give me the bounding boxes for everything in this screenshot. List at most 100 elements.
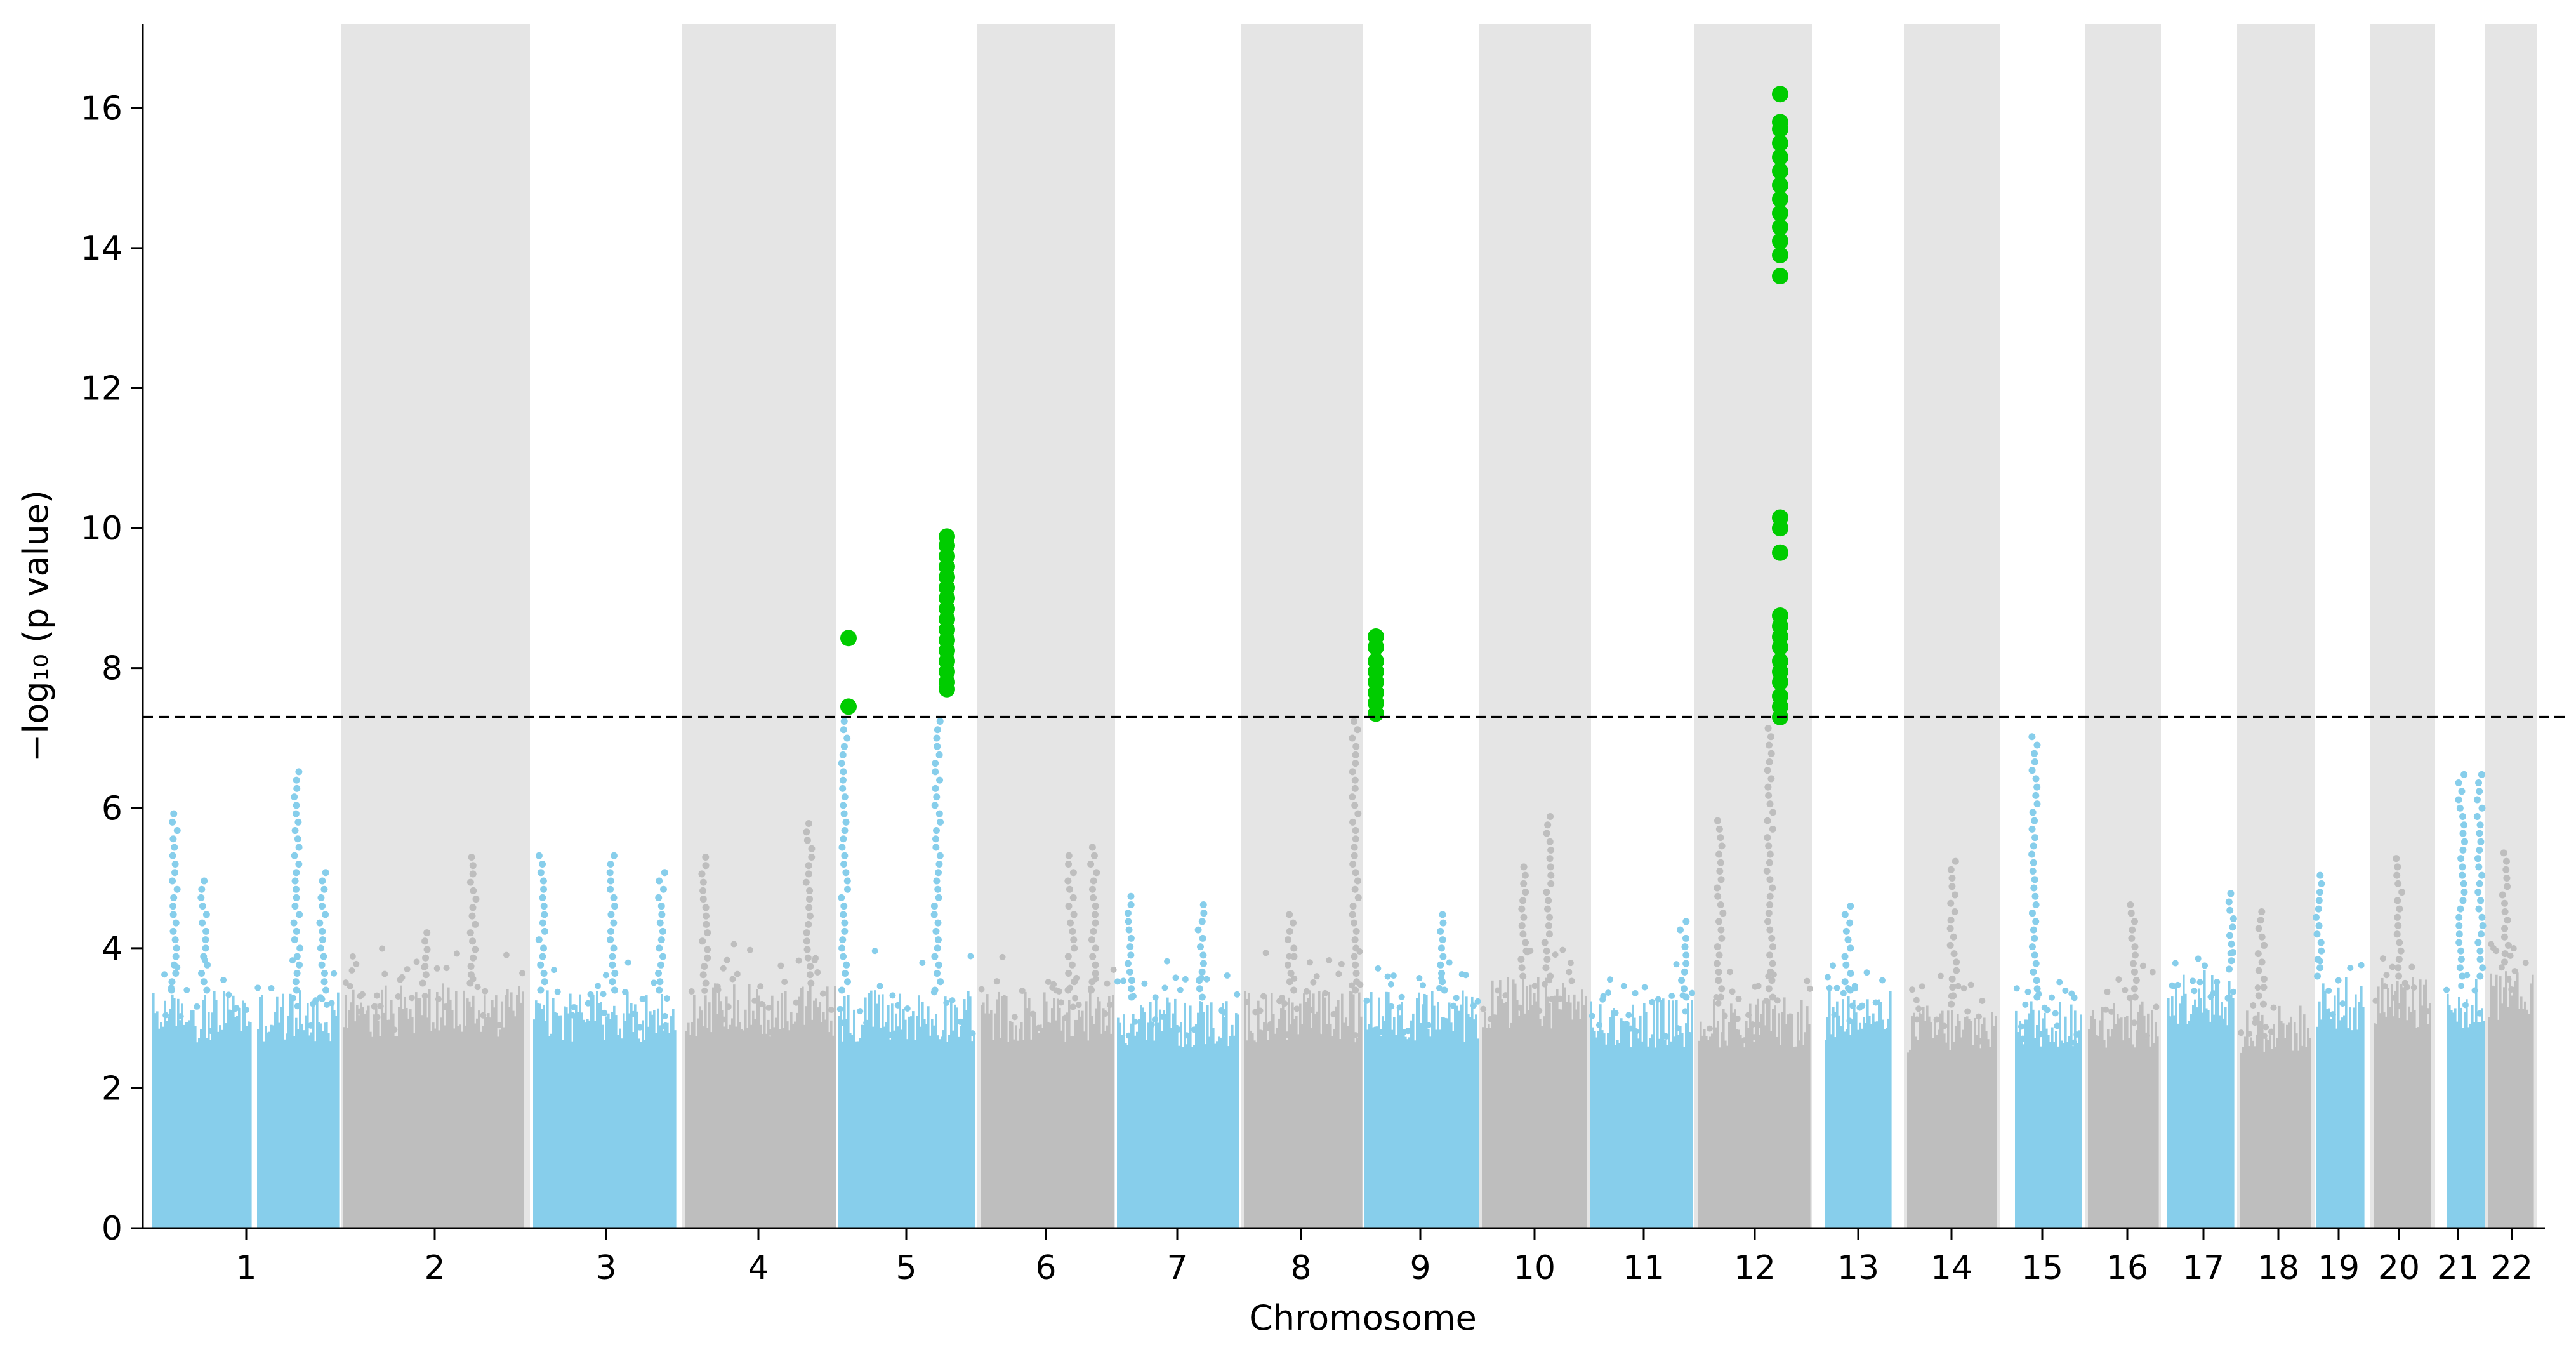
point-column	[307, 1003, 309, 1228]
snp-point	[197, 894, 205, 901]
point-column	[1322, 993, 1324, 1228]
point-column	[946, 1042, 949, 1228]
point-column	[446, 1003, 448, 1228]
point-column	[2122, 1040, 2125, 1228]
snp-point	[840, 953, 847, 960]
snp-point	[699, 887, 707, 894]
point-column	[2047, 1035, 2050, 1228]
snp-point	[2501, 950, 2509, 958]
snp-point	[1863, 969, 1870, 976]
point-column	[664, 1022, 667, 1228]
snp-point	[2226, 906, 2234, 914]
snp-point	[1075, 1002, 1082, 1009]
point-column	[1870, 1024, 1873, 1228]
point-column	[1280, 1008, 1283, 1228]
point-column	[213, 991, 216, 1228]
peak-chr15	[2028, 733, 2041, 1001]
snp-point	[1313, 973, 1320, 980]
snp-point	[1349, 818, 1357, 826]
point-column	[543, 1004, 545, 1228]
point-column	[942, 1030, 945, 1228]
point-column	[1205, 1044, 1207, 1228]
point-column	[1170, 1028, 1173, 1228]
point-column	[2226, 1025, 2229, 1228]
point-column	[1038, 1033, 1040, 1228]
snp-point	[1946, 941, 1954, 949]
point-column	[2271, 1049, 2273, 1228]
point-column	[1186, 1044, 1188, 1228]
chromosome-12-points	[1698, 969, 1813, 1228]
point-column	[1155, 998, 1158, 1228]
point-column	[1274, 1033, 1277, 1228]
point-column	[729, 1024, 732, 1228]
point-column	[284, 1039, 286, 1228]
snp-point	[202, 936, 209, 944]
point-column	[381, 989, 383, 1228]
snp-point	[659, 927, 666, 935]
point-column	[1089, 993, 1092, 1228]
snp-point	[2455, 796, 2462, 804]
snp-point	[200, 978, 208, 986]
point-column	[1566, 1002, 1568, 1228]
point-column	[324, 1022, 326, 1228]
snp-point	[1826, 984, 1833, 991]
point-column	[1872, 1013, 1875, 1228]
significant-locus-chr8	[1368, 628, 1384, 722]
point-column	[327, 1033, 330, 1228]
point-column	[927, 1006, 930, 1228]
point-column	[897, 1026, 899, 1228]
point-column	[948, 1035, 951, 1228]
snp-point	[1126, 943, 1134, 951]
snp-point	[1200, 910, 1208, 917]
point-column	[1934, 1017, 1936, 1228]
point-column	[409, 1009, 412, 1228]
point-column	[577, 1012, 579, 1228]
snp-point	[1102, 1010, 1109, 1017]
snp-point	[609, 978, 616, 986]
point-column	[2381, 977, 2384, 1228]
snp-point	[806, 912, 814, 920]
point-column	[274, 1012, 277, 1228]
peak-chr4	[802, 820, 816, 987]
snp-point	[1841, 978, 1849, 986]
point-column	[918, 995, 920, 1228]
point-column	[198, 1038, 201, 1228]
point-column	[1685, 1023, 1688, 1228]
point-column	[1062, 1018, 1065, 1228]
point-column	[2038, 1010, 2040, 1228]
snp-point	[1070, 911, 1078, 918]
point-column	[518, 986, 520, 1228]
point-column	[598, 1003, 600, 1228]
snp-point	[1070, 936, 1078, 944]
point-column	[703, 1026, 705, 1228]
point-column	[583, 1019, 585, 1228]
point-column	[1034, 1014, 1036, 1228]
snp-point	[349, 953, 356, 960]
point-column	[1403, 1033, 1405, 1228]
point-column	[1919, 1012, 1921, 1228]
snp-point	[1071, 978, 1078, 986]
point-column	[805, 1006, 808, 1228]
point-column	[1928, 1016, 1931, 1228]
snp-point	[840, 726, 847, 734]
snp-point	[659, 885, 667, 893]
point-column	[1518, 1016, 1521, 1228]
point-column	[219, 1025, 221, 1228]
x-tick-label-chr13: 13	[1837, 1249, 1879, 1287]
point-column	[2111, 1029, 2113, 1228]
point-column	[1804, 1032, 1807, 1228]
snp-point	[169, 903, 177, 910]
point-column	[385, 985, 387, 1228]
snp-point	[348, 967, 355, 974]
snp-point	[1547, 972, 1554, 980]
point-column	[821, 1022, 823, 1228]
point-column	[520, 1002, 522, 1228]
point-column	[1741, 1038, 1744, 1228]
snp-point	[2033, 741, 2041, 749]
point-column	[2528, 1014, 2530, 1228]
point-column	[1393, 1017, 1396, 1228]
snp-point	[1069, 927, 1076, 935]
snp-point	[1765, 741, 1773, 749]
x-tick-label-chr19: 19	[2318, 1249, 2360, 1287]
point-column	[2497, 1019, 2500, 1228]
